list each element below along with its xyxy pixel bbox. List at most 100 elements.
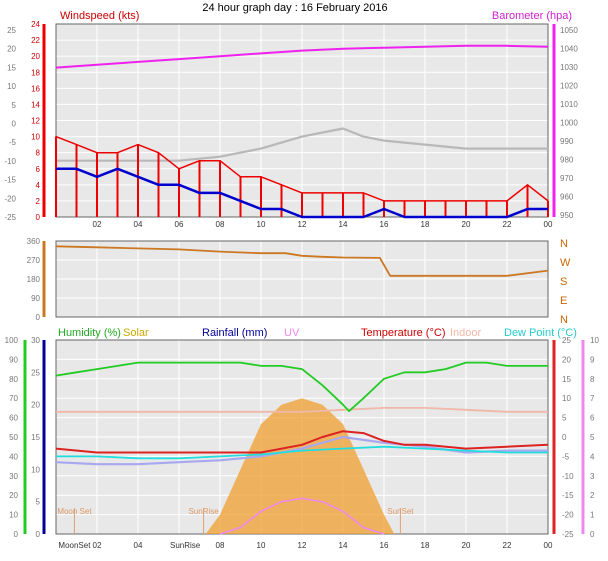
uv-line [219,497,385,535]
temperature-tick: 10 [562,394,571,403]
humidity-tick: 80 [9,375,18,384]
temperature-tick: -5 [562,452,570,461]
windspeed-axis-label: Windspeed (kts) [60,10,139,22]
direction-tick: 90 [31,294,40,303]
direction-tick: 180 [27,275,41,284]
hour-tick: 06 [175,220,184,229]
wind-average-line [56,167,548,219]
humidity-tick: 90 [9,355,18,364]
windspeed-tick: 16 [31,84,40,93]
barometer-axis-label: Barometer (hpa) [492,10,572,22]
legend-rainfall: Rainfall (mm) [202,327,267,339]
uv-tick: 3 [590,472,595,481]
humidity-tick: 0 [14,530,19,539]
hour-tick: 14 [339,220,348,229]
uv-tick: 4 [590,452,595,461]
hour-tick: 02 [93,541,102,550]
temperature-tick: 15 [562,375,571,384]
direction-tick: 270 [27,256,41,265]
barometer-tick: 970 [560,174,574,183]
dew-point-line [56,445,548,460]
apparent-temperature-line [55,435,548,466]
barometer-tick: 1030 [560,63,578,72]
temperature-tick: -10 [562,472,574,481]
wind-outer-tick: -25 [4,213,16,222]
hour-tick: 12 [298,541,307,550]
event-label: Moon Set [57,507,92,516]
temperature-tick: -20 [562,511,574,520]
temperature-tick: -25 [562,530,574,539]
temperature-tick: -15 [562,491,574,500]
pressure-shadow-line [56,127,548,162]
wind-outer-tick: -5 [9,138,17,147]
rainfall-tick: 5 [36,498,41,507]
hour-tick: 16 [380,220,389,229]
temperature-tick: 0 [562,433,567,442]
windspeed-tick: 4 [36,181,41,190]
rainfall-tick: 30 [31,336,40,345]
humidity-tick: 50 [9,433,18,442]
hour-tick: 02 [93,220,102,229]
rainfall-tick: 15 [31,433,40,442]
compass-label: W [560,257,571,269]
temperature-line [55,430,549,454]
uv-tick: 6 [590,414,595,423]
uv-tick: 8 [590,375,595,384]
windspeed-tick: 8 [36,149,41,158]
temperature-tick: 5 [562,414,567,423]
compass-label: N [560,314,568,326]
temperature-tick: 20 [562,355,571,364]
hour-tick: 08 [216,220,225,229]
barometer-tick: 980 [560,156,574,165]
wind-outer-tick: -20 [4,194,16,203]
humidity-tick: 10 [9,511,18,520]
hour-tick: 08 [216,541,225,550]
direction-tick: 0 [36,313,41,322]
windspeed-tick: 20 [31,52,40,61]
hour-tick: 22 [503,541,512,550]
barometer-tick: 950 [560,211,574,220]
event-label: SunSet [387,507,414,516]
event-label: SunRise [188,507,219,516]
legend-dewpoint: Dew Point (°C) [504,327,577,339]
windspeed-tick: 22 [31,36,40,45]
temperature-tick: 25 [562,336,571,345]
legend-temperature: Temperature (°C) [361,327,445,339]
hour-tick: 00 [544,220,553,229]
barometer-tick: 1040 [560,45,578,54]
windspeed-tick: 2 [36,197,41,206]
hour-tick: 00 [544,541,553,550]
wind-outer-tick: 0 [12,120,17,129]
wind-outer-tick: 25 [7,26,16,35]
barometer-tick: 1000 [560,119,578,128]
hour-tick: 04 [134,220,143,229]
humidity-tick: 60 [9,414,18,423]
wind-outer-tick: 10 [7,82,16,91]
humidity-tick: 40 [9,452,18,461]
uv-tick: 1 [590,511,595,520]
uv-tick: 5 [590,433,595,442]
compass-label: E [560,295,567,307]
barometer-tick: 1020 [560,82,578,91]
wind-outer-tick: -10 [4,157,16,166]
compass-label: N [560,238,568,250]
humidity-tick: 100 [5,336,19,345]
rainfall-tick: 10 [31,465,40,474]
page-title: 24 hour graph day : 16 February 2016 [202,2,387,14]
wind-outer-tick: 5 [12,101,17,110]
humidity-tick: 30 [9,472,18,481]
uv-tick: 0 [590,530,595,539]
wind-direction-line [55,245,549,277]
barometer-tick: 990 [560,137,574,146]
hour-tick: 18 [421,541,430,550]
compass-label: S [560,276,567,288]
legend-solar: Solar [123,327,149,339]
wind-outer-tick: -15 [4,176,16,185]
uv-tick: 2 [590,491,595,500]
indoor-temperature-line [56,406,548,413]
rainfall-tick: 0 [36,530,41,539]
hour-tick: 14 [339,541,348,550]
rainfall-tick: 20 [31,401,40,410]
wind-outer-tick: 15 [7,63,16,72]
